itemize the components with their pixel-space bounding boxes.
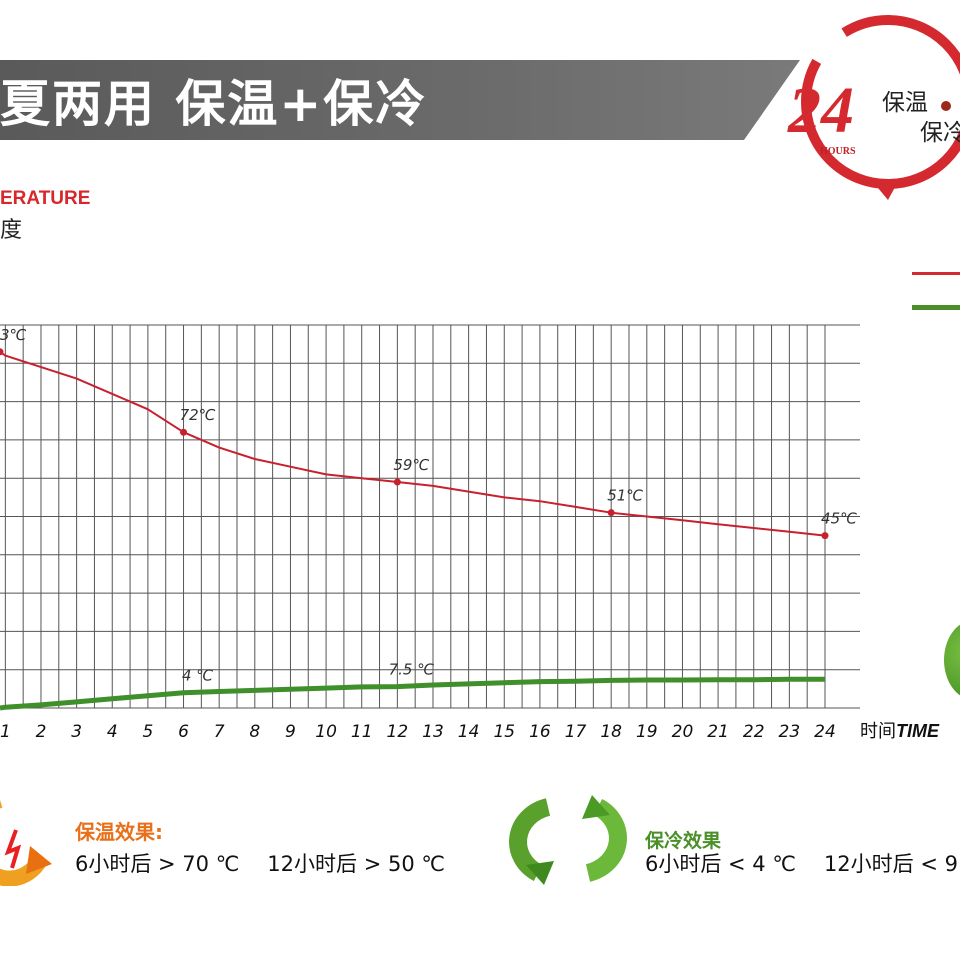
data-point [607, 509, 615, 517]
chart-lines [0, 350, 826, 711]
y-axis-label-cn: 度 [0, 218, 23, 243]
cold-section-title: 保冷效果 [645, 830, 722, 852]
x-tick-label: 24 [814, 722, 836, 742]
x-tick-label: 15 [493, 722, 515, 742]
data-point [393, 478, 401, 486]
series-line-hot [0, 350, 826, 537]
data-label: 7.5 ℃ [389, 661, 435, 679]
badge-arrow-icon [878, 178, 900, 200]
data-point [180, 428, 188, 436]
x-tick-label: 11 [351, 722, 373, 742]
x-tick-label: 17 [565, 722, 587, 742]
chart-grid [0, 324, 860, 709]
legend-hot-line [912, 272, 960, 275]
chart-marks: 3℃ 72℃ 59℃ 51℃ 45℃ 4 ℃ 7.5 ℃ [0, 326, 857, 685]
x-tick-label: 9 [285, 722, 296, 742]
chart-x-ticks: 1 2 3 4 5 6 7 8 9 10 11 12 13 14 15 16 17 18 19 20 21 22 23 24 [0, 722, 836, 742]
x-axis-label: 时间TIME [860, 721, 939, 742]
data-label: 3℃ [0, 326, 27, 344]
green-circle-icon [944, 620, 960, 700]
y-axis-label-en: ERATURE [0, 188, 91, 209]
x-tick-label: 6 [178, 722, 189, 742]
x-tick-label: 5 [142, 722, 153, 742]
hot-section-text2: 12小时后 > 50 ℃ [267, 852, 445, 876]
x-tick-label: 10 [315, 722, 337, 742]
x-tick-label: 3 [71, 722, 82, 742]
badge-line2: 保冷 [920, 120, 960, 146]
x-tick-label: 23 [779, 722, 801, 742]
hot-section-title: 保温效果: [75, 820, 163, 844]
x-tick-label: 22 [743, 722, 765, 742]
clock-center-icon [941, 101, 951, 111]
24-hours-badge: 24 HOURS 保温 保冷 [787, 15, 960, 200]
x-tick-label: 12 [387, 722, 409, 742]
badge-hours: HOURS [820, 146, 856, 157]
data-point [0, 348, 4, 356]
badge-line1: 保温 [882, 90, 928, 116]
series-line-cold [0, 676, 825, 711]
x-tick-label: 4 [107, 722, 118, 742]
legend-cold-line [912, 305, 960, 310]
hot-section-text: 6小时后 > 70 ℃ 12小时后 > 50 ℃ [75, 848, 473, 878]
x-tick-label: 7 [214, 722, 225, 742]
badge-number: 24 [787, 74, 854, 147]
data-label: 51℃ [607, 487, 643, 505]
x-tick-label: 2 [36, 722, 47, 742]
data-point [821, 532, 829, 540]
x-tick-label: 8 [249, 722, 260, 742]
title-banner [0, 60, 800, 140]
hot-section-text1: 6小时后 > 70 ℃ [75, 852, 240, 876]
heat-arrows-icon [0, 800, 52, 886]
cold-arrows-icon [509, 795, 627, 885]
x-tick-label: 14 [458, 722, 480, 742]
cold-section-text2: 12小时后 < 9 [823, 852, 958, 876]
cold-section-text: 6小时后 < 4 ℃ 12小时后 < 9 [645, 848, 960, 878]
x-tick-label: 19 [636, 722, 658, 742]
x-tick-label: 18 [600, 722, 622, 742]
page-title: 夏两用 保温+保冷 [0, 75, 428, 133]
x-tick-label: 20 [672, 722, 694, 742]
data-label: 4 ℃ [182, 667, 213, 685]
x-tick-label: 13 [422, 722, 444, 742]
x-tick-label: 16 [529, 722, 551, 742]
data-label: 72℃ [180, 406, 216, 424]
cold-section-text1: 6小时后 < 4 ℃ [645, 852, 796, 876]
data-label: 45℃ [821, 510, 857, 528]
x-tick-label: 21 [707, 722, 729, 742]
x-tick-label: 1 [0, 722, 11, 742]
data-label: 59℃ [393, 456, 429, 474]
